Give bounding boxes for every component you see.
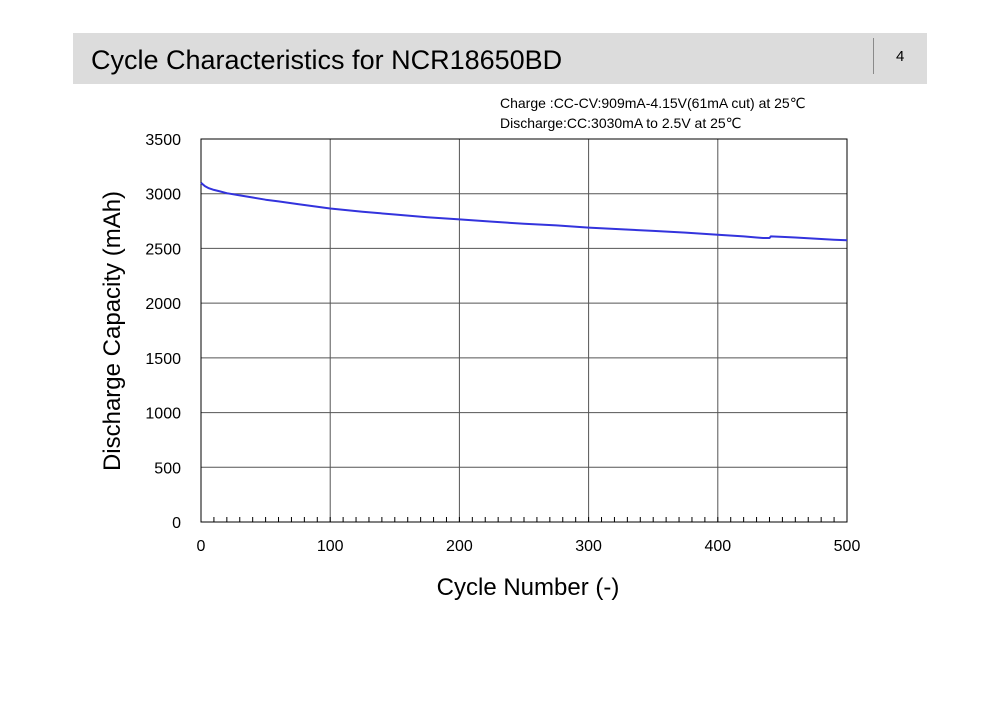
x-tick-label: 400: [704, 538, 731, 555]
y-tick-labels: 0 500 1000 1500 2000 2500 3000 3500: [145, 132, 181, 532]
x-axis-title: Cycle Number (-): [437, 574, 620, 601]
capacity-series-line: [200, 182, 848, 242]
x-tick-label: 200: [446, 538, 473, 555]
slide-title: Cycle Characteristics for NCR18650BD: [91, 45, 563, 75]
y-tick-label: 3000: [145, 187, 181, 204]
title-bar: Cycle Characteristics for NCR18650BD 4: [73, 33, 927, 84]
y-axis-title: Discharge Capacity (mAh): [99, 191, 126, 471]
y-tick-label: 1000: [145, 406, 181, 423]
grid-lines: [200, 138, 848, 523]
y-tick-label: 1500: [145, 351, 181, 368]
plot-area-frame: [200, 138, 848, 523]
x-tick-label: 0: [197, 538, 206, 555]
y-tick-label: 2000: [145, 296, 181, 313]
x-tick-labels: 0 100 200 300 400 500: [197, 538, 861, 555]
page-number: 4: [896, 48, 905, 65]
discharge-condition: Discharge:CC:3030mA to 2.5V at 25℃: [500, 115, 741, 131]
minor-ticks: [213, 517, 835, 522]
y-tick-label: 0: [172, 515, 181, 532]
x-tick-label: 500: [834, 538, 861, 555]
header-divider: [873, 38, 874, 74]
charge-condition: Charge :CC-CV:909mA-4.15V(61mA cut) at 2…: [500, 95, 805, 111]
y-tick-label: 500: [154, 460, 181, 477]
y-tick-label: 2500: [145, 241, 181, 258]
y-tick-label: 3500: [145, 132, 181, 149]
x-tick-label: 300: [575, 538, 602, 555]
series-layer: [200, 182, 848, 242]
x-tick-label: 100: [317, 538, 344, 555]
